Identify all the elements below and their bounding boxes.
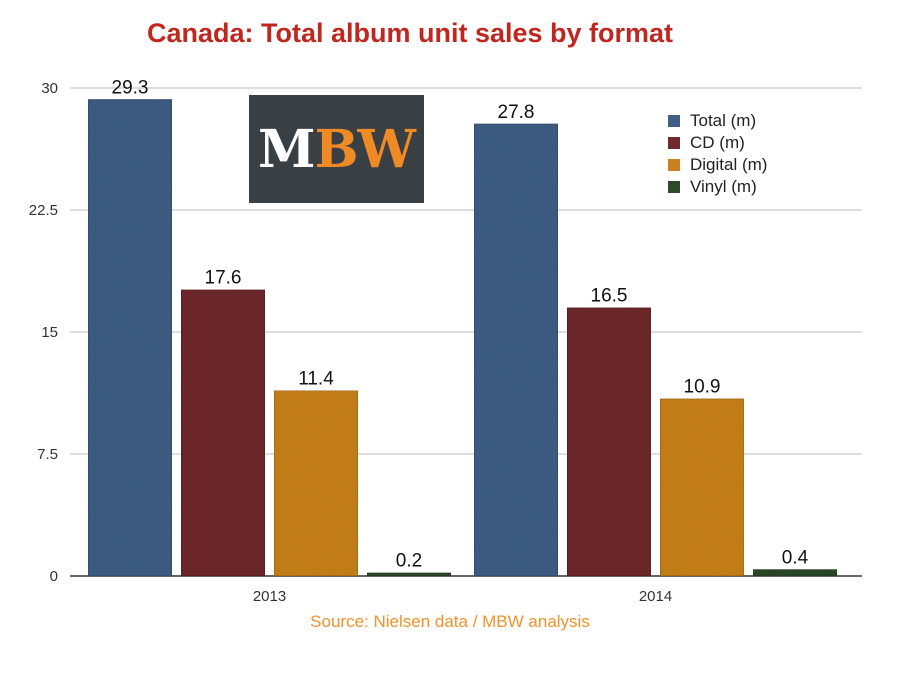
legend-swatch bbox=[668, 181, 680, 193]
data-label: 17.6 bbox=[205, 268, 242, 289]
data-label: 29.3 bbox=[112, 77, 149, 98]
y-tick-label: 30 bbox=[41, 80, 58, 97]
y-tick-label: 15 bbox=[41, 324, 58, 341]
legend: Total (m) CD (m) Digital (m) Vinyl (m) bbox=[668, 110, 767, 198]
chart-title: Canada: Total album unit sales by format bbox=[146, 18, 674, 48]
legend-item: Vinyl (m) bbox=[668, 176, 767, 198]
legend-item: CD (m) bbox=[668, 132, 767, 154]
legend-label: Vinyl (m) bbox=[690, 177, 757, 196]
y-tick-label: 22.5 bbox=[29, 202, 58, 219]
data-label: 11.4 bbox=[298, 369, 334, 390]
mbw-logo: M BW bbox=[249, 95, 424, 203]
legend-label: CD (m) bbox=[690, 133, 745, 152]
y-tick-label: 7.5 bbox=[37, 446, 58, 463]
data-label: 0.4 bbox=[782, 547, 809, 568]
legend-label: Digital (m) bbox=[690, 155, 768, 174]
source-note: Source: Nielsen data / MBW analysis bbox=[310, 612, 590, 631]
x-tick-label: 2013 bbox=[253, 588, 286, 605]
data-label: 16.5 bbox=[591, 286, 628, 307]
legend-swatch bbox=[668, 115, 680, 127]
x-tick-label: 2014 bbox=[639, 588, 672, 605]
y-tick-label: 0 bbox=[50, 568, 58, 585]
legend-swatch bbox=[668, 159, 680, 171]
legend-label: Total (m) bbox=[690, 111, 757, 130]
legend-item: Total (m) bbox=[668, 110, 767, 132]
legend-swatch bbox=[668, 137, 680, 149]
legend-item: Digital (m) bbox=[668, 154, 767, 176]
data-label: 27.8 bbox=[498, 102, 535, 123]
data-label: 0.2 bbox=[396, 551, 422, 572]
data-label: 10.9 bbox=[684, 377, 721, 398]
